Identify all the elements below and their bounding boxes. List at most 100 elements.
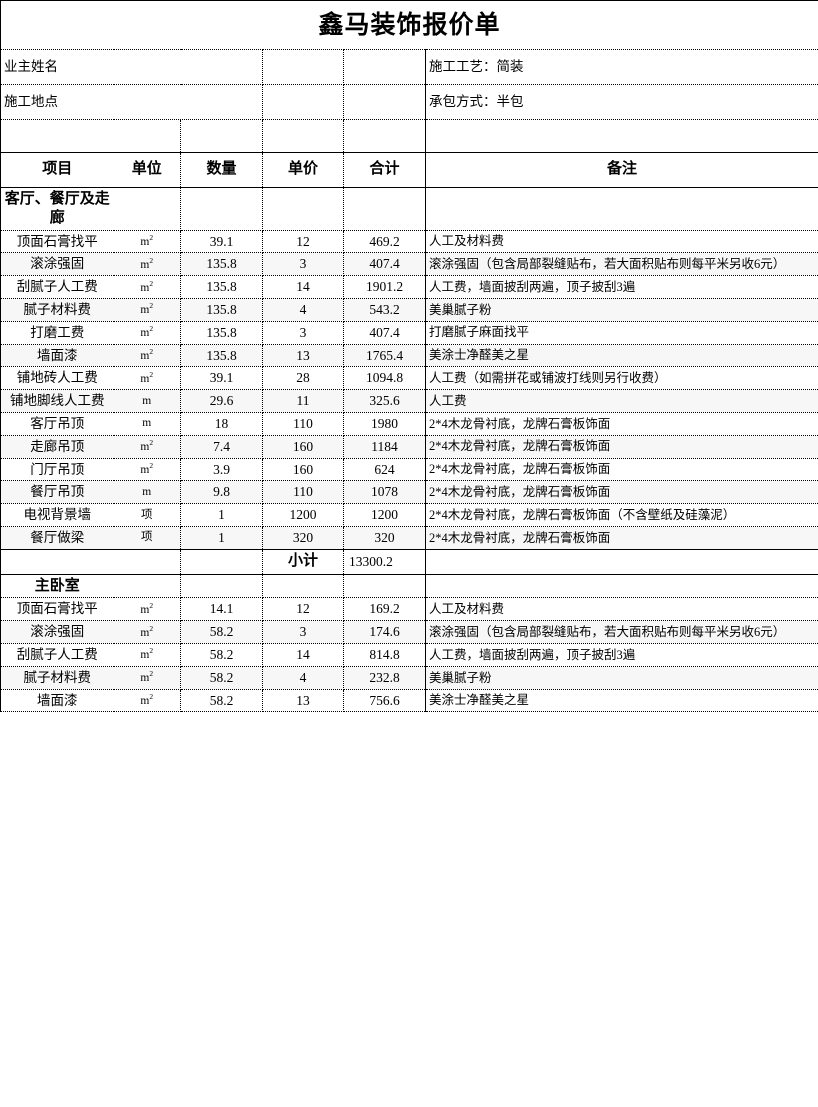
cell-item: 刮腻子人工费: [0, 643, 114, 667]
cell-total: 543.2: [343, 298, 426, 322]
cell-price: 3: [262, 620, 344, 645]
spacer-note: [425, 119, 818, 153]
section-blank-total: [343, 574, 426, 599]
cell-note: 美涂士净醛美之星: [425, 344, 818, 368]
cell-item: 打磨工费: [0, 321, 114, 345]
info-blank-total: [343, 49, 426, 85]
cell-total: 174.6: [343, 620, 426, 645]
cell-qty: 135.8: [180, 344, 263, 368]
cell-unit: m2: [113, 458, 181, 482]
spacer-price: [262, 119, 344, 153]
section-blank-price: [262, 574, 344, 599]
subtotal-blank-qty: [180, 548, 263, 575]
cell-unit: m2: [113, 366, 181, 391]
cell-item: 腻子材料费: [0, 666, 114, 690]
cell-note: 滚涂强固（包含局部裂缝贴布，若大面积贴布则每平米另收6元）: [425, 252, 818, 277]
cell-total: 1765.4: [343, 344, 426, 368]
section-blank-price: [262, 187, 344, 231]
spacer-qty: [180, 119, 263, 153]
cell-note: 人工费，墙面披刮两遍，顶子披刮3遍: [425, 275, 818, 299]
info-value: [113, 84, 263, 120]
spacer-unit: [113, 119, 181, 153]
spacer-row: [0, 119, 818, 153]
table-row: 打磨工费 m2 135.8 3 407.4 打磨腻子麻面找平: [0, 321, 818, 345]
cell-unit: m2: [113, 689, 181, 713]
table-row: 刮腻子人工费 m2 58.2 14 814.8 人工费，墙面披刮两遍，顶子披刮3遍: [0, 643, 818, 667]
table-row: 墙面漆 m2 58.2 13 756.6 美涂士净醛美之星: [0, 689, 818, 713]
cell-total: 469.2: [343, 230, 426, 254]
cell-unit: m: [113, 480, 181, 505]
info-label: 施工地点: [0, 84, 114, 120]
table-row: 餐厅做梁项 1 320 320 2*4木龙骨衬底，龙牌石膏板饰面: [0, 526, 818, 550]
cell-price: 110: [262, 480, 344, 505]
quotation-table: 鑫马装饰报价单 业主姓名 施工工艺：简装 施工地点 承包方式：半包 项目 单位 数量 单价 合计备…: [0, 0, 818, 713]
cell-unit: m2: [113, 344, 181, 368]
cell-qty: 135.8: [180, 298, 263, 322]
section-header-row: 客厅、餐厅及走廊: [0, 187, 818, 231]
cell-note: 滚涂强固（包含局部裂缝贴布，若大面积贴布则每平米另收6元）: [425, 620, 818, 645]
cell-item: 顶面石膏找平: [0, 597, 114, 622]
section-blank-note: [425, 574, 818, 599]
info-row: 业主姓名 施工工艺：简装: [0, 49, 818, 85]
cell-note: 打磨腻子麻面找平: [425, 321, 818, 345]
info-blank-price: [262, 49, 344, 85]
cell-note: 2*4木龙骨衬底，龙牌石膏板饰面: [425, 458, 818, 482]
cell-total: 624: [343, 458, 426, 482]
cell-price: 160: [262, 458, 344, 482]
cell-qty: 39.1: [180, 366, 263, 391]
table-row: 滚涂强固 m2 135.8 3 407.4 滚涂强固（包含局部裂缝贴布，若大面积贴布则每平…: [0, 252, 818, 277]
cell-price: 160: [262, 435, 344, 459]
section-blank-total: [343, 187, 426, 231]
cell-total: 407.4: [343, 321, 426, 345]
cell-total: 1901.2: [343, 275, 426, 299]
section-name: 客厅、餐厅及走廊: [0, 187, 114, 231]
cell-note: 美巢腻子粉: [425, 666, 818, 690]
section-blank-unit: [113, 574, 181, 599]
cell-qty: 14.1: [180, 597, 263, 622]
cell-unit: m2: [113, 597, 181, 622]
cell-note: 2*4木龙骨衬底，龙牌石膏板饰面（不含壁纸及硅藻泥）: [425, 503, 818, 528]
info-row: 施工地点 承包方式：半包: [0, 84, 818, 120]
table-row: 腻子材料费 m2 135.8 4 543.2 美巢腻子粉: [0, 298, 818, 322]
cell-price: 4: [262, 298, 344, 322]
cell-total: 1078: [343, 480, 426, 505]
cell-qty: 58.2: [180, 666, 263, 690]
cell-total: 232.8: [343, 666, 426, 690]
table-row: 刮腻子人工费 m2 135.8 14 1901.2 人工费，墙面披刮两遍，顶子披刮3遍: [0, 275, 818, 299]
cell-unit: m: [113, 412, 181, 436]
info-label: 业主姓名: [0, 49, 114, 85]
section-blank-unit: [113, 187, 181, 231]
cell-qty: 1: [180, 526, 263, 550]
info-value: [113, 49, 263, 85]
cell-qty: 3.9: [180, 458, 263, 482]
section-name: 主卧室: [0, 574, 114, 599]
cell-item: 刮腻子人工费: [0, 275, 114, 299]
cell-note: 人工及材料费: [425, 597, 818, 622]
cell-price: 11: [262, 389, 344, 413]
cell-total: 1094.8: [343, 366, 426, 391]
header-qty: 数量: [180, 152, 263, 188]
cell-item: 顶面石膏找平: [0, 230, 114, 254]
cell-qty: 39.1: [180, 230, 263, 254]
cell-price: 14: [262, 643, 344, 667]
cell-price: 28: [262, 366, 344, 391]
cell-qty: 135.8: [180, 321, 263, 345]
cell-item: 客厅吊顶: [0, 412, 114, 436]
table-row: 滚涂强固 m2 58.2 3 174.6 滚涂强固（包含局部裂缝贴布，若大面积贴布则每平米…: [0, 620, 818, 645]
cell-note: 人工及材料费: [425, 230, 818, 254]
cell-price: 3: [262, 252, 344, 277]
subtotal-label: 小计: [262, 548, 344, 575]
cell-note: 人工费（如需拼花或铺波打线则另行收费）: [425, 366, 818, 391]
table-row: 门厅吊顶 m2 3.9 160 624 2*4木龙骨衬底，龙牌石膏板饰面: [0, 458, 818, 482]
cell-unit: m2: [113, 620, 181, 645]
cell-note: 2*4木龙骨衬底，龙牌石膏板饰面: [425, 435, 818, 459]
cell-item: 铺地脚线人工费: [0, 389, 114, 413]
subtotal-blank-item: [0, 548, 114, 575]
cell-total: 814.8: [343, 643, 426, 667]
subtotal-blank-unit: [113, 548, 181, 575]
table-row: 顶面石膏找平 m2 14.1 12 169.2 人工及材料费: [0, 597, 818, 622]
table-row: 腻子材料费 m2 58.2 4 232.8 美巢腻子粉: [0, 666, 818, 690]
cell-unit: m: [113, 389, 181, 413]
cell-price: 110: [262, 412, 344, 436]
cell-total: 756.6: [343, 689, 426, 713]
